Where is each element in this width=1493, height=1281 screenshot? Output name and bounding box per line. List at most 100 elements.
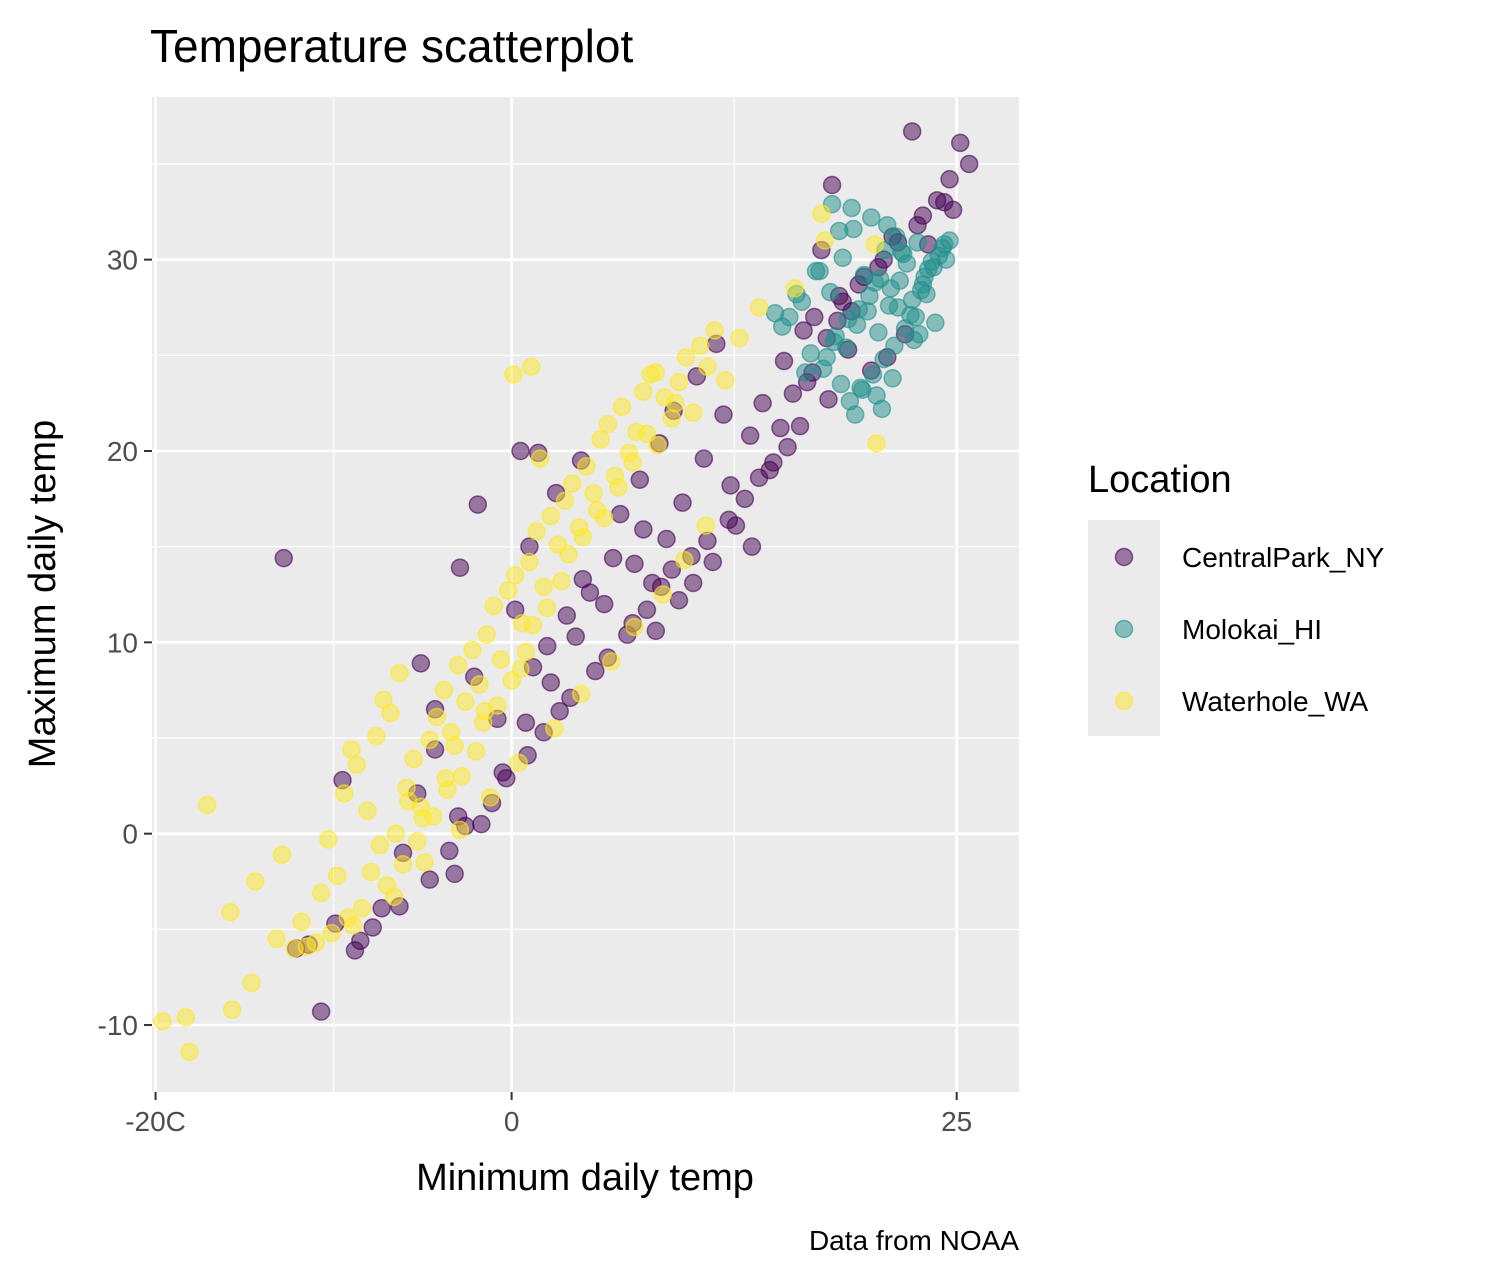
scatter-point [370,835,390,855]
scatter-point [463,640,482,660]
scatter-point [845,405,865,424]
scatter-point [566,627,585,646]
scatter-point [936,250,956,269]
legend-title: Location [1088,459,1232,501]
scatter-point [550,701,569,721]
scatter-point [537,636,557,656]
scatter-point [408,832,427,851]
scatter-point [666,393,685,413]
scatter-point [831,374,851,394]
scatter-point [386,824,406,843]
scatter-point [906,307,925,327]
scatter-point [888,298,908,317]
chart-title: Temperature scatterplot [150,20,633,72]
scatter-point [867,434,886,453]
scatter-point [466,742,486,761]
scatter-point [716,370,735,390]
scatter-point [438,780,457,799]
scatter-point [908,233,927,252]
scatter-point [730,328,749,348]
scatter-point [698,357,717,377]
scatter-point [477,625,496,644]
scatter-point [420,730,439,750]
scatter-point [851,378,870,398]
scatter-point [810,261,829,281]
scatter-point [646,621,666,641]
caption: Data from NOAA [809,1225,1019,1256]
scatter-point [222,1000,242,1019]
scatter-point [352,899,372,918]
x-tick-label: 0 [504,1106,520,1137]
scatter-point [878,215,897,235]
scatter-point [555,491,575,510]
scatter-point [484,596,504,616]
grid-major-lines [152,97,1019,1092]
scatter-point [509,753,528,773]
scatter-point [602,652,621,671]
scatter-point [520,552,539,572]
legend-key-CentralPark_NY [1114,547,1134,567]
scatter-point [847,315,867,334]
scatter-point [358,801,377,820]
x-axis: -20C 0 25 [125,1092,972,1137]
scatter-point [381,703,400,723]
data-points [153,122,979,1062]
scatter-point [735,489,755,509]
scatter-point [740,426,760,445]
scatter-point [153,1011,172,1031]
scatter-point [327,866,347,886]
scatter-point [917,284,936,304]
scatter-point [829,221,849,241]
scatter-point [630,470,650,489]
scatter-point [242,973,261,993]
scatter-point [675,550,694,570]
scatter-point [890,271,909,290]
scatter-point [819,390,838,409]
scatter-point [842,198,861,218]
y-tick-label: 30 [107,245,138,276]
scatter-point [669,372,689,392]
scatter-point [623,453,642,472]
y-tick-label: 20 [107,436,138,467]
scatter-point [771,418,790,438]
scatter-point [778,437,797,457]
scatter-point [594,594,614,614]
x-tick-label: 25 [941,1106,972,1137]
scatter-point [883,369,902,388]
series-Waterhole_WA [153,204,886,1062]
scatter-point [902,122,922,141]
scatter-point [445,736,464,755]
legend-label-Molokai_HI: Molokai_HI [1182,614,1322,645]
scatter-point [445,864,464,884]
scatter-point [475,701,495,721]
scatter-point [691,336,710,355]
scatter-point [537,598,557,618]
scatter-point [420,870,439,889]
scatter-point [703,552,723,572]
scatter-point [586,661,605,681]
scatter-point [749,298,769,317]
scatter-point [694,449,714,468]
scatter-point [634,520,653,539]
scatter-point [541,506,561,526]
scatter-point [653,585,673,604]
scatter-point [662,560,682,579]
legend-key-Waterhole_WA [1114,691,1134,711]
scatter-point [411,654,431,673]
scatter-point [637,424,657,444]
y-tick-label: 0 [122,819,138,850]
scatter-point [472,814,491,834]
scatter-point [577,457,596,476]
scatter-point [858,302,877,321]
scatter-point [393,855,413,874]
scatter-point [427,707,447,727]
scatter-point [347,755,366,775]
scatter-point [516,713,536,732]
scatter-point [292,912,311,931]
scatter-point [874,349,893,369]
scatter-point [318,830,338,849]
scatter-point [943,200,963,220]
scatter-point [591,430,610,449]
scatter-point [557,606,577,625]
